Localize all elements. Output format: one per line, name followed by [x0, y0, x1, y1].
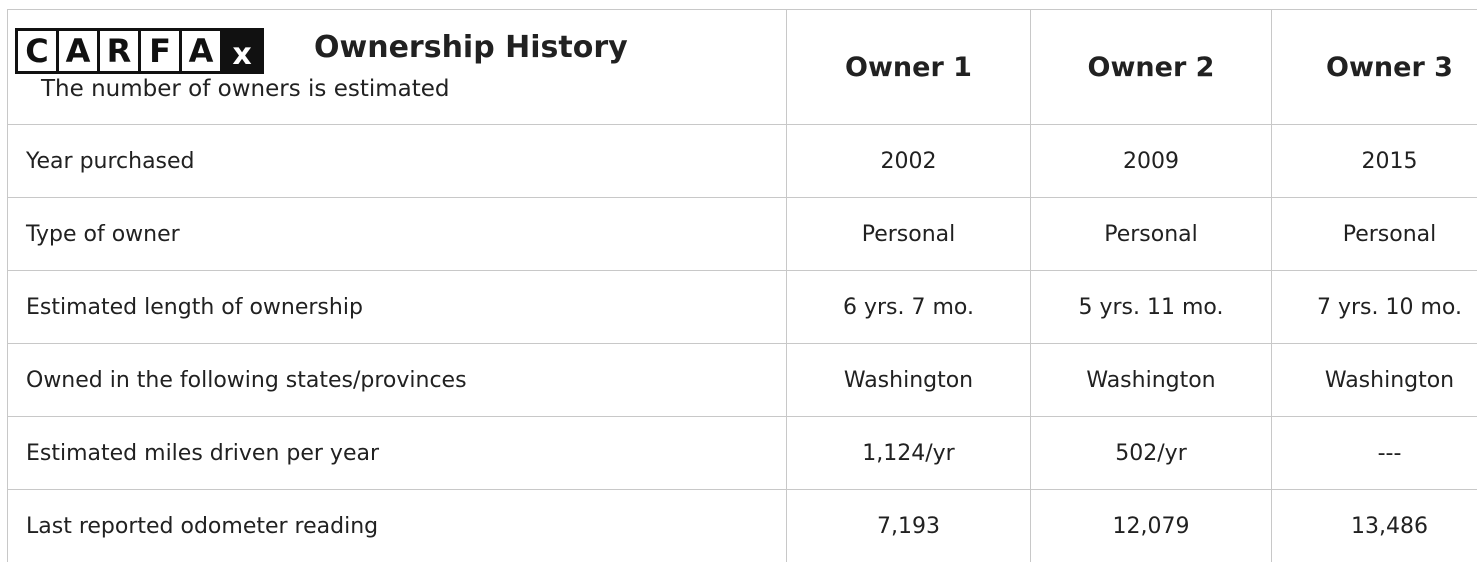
- row-label: Estimated miles driven per year: [7, 416, 787, 490]
- cell-value: 2015: [1271, 124, 1477, 198]
- cell-value: 12,079: [1030, 489, 1272, 562]
- cell-value: 7,193: [786, 489, 1031, 562]
- logo-letter: A: [59, 31, 97, 71]
- row-label: Owned in the following states/provinces: [7, 343, 787, 417]
- logo-letter: A: [182, 31, 220, 71]
- owner-header: Owner 1: [786, 9, 1031, 125]
- section-title: Ownership History: [314, 30, 628, 65]
- row-label: Last reported odometer reading: [7, 489, 787, 562]
- cell-value: Washington: [786, 343, 1031, 417]
- owner-header: Owner 3: [1271, 9, 1477, 125]
- cell-value: 6 yrs. 7 mo.: [786, 270, 1031, 344]
- table-row: Year purchased 2002 2009 2015: [7, 124, 1477, 198]
- cell-value: ---: [1271, 416, 1477, 490]
- row-label: Estimated length of ownership: [7, 270, 787, 344]
- row-label: Year purchased: [7, 124, 787, 198]
- table-row: Last reported odometer reading 7,193 12,07…: [7, 489, 1477, 562]
- table-row: Estimated miles driven per year 1,124/yr 5…: [7, 416, 1477, 490]
- logo-letter: R: [100, 31, 138, 71]
- owner-header: Owner 2: [1030, 9, 1272, 125]
- cell-value: 502/yr: [1030, 416, 1272, 490]
- section-subtitle: The number of owners is estimated: [41, 76, 450, 102]
- cell-value: 13,486: [1271, 489, 1477, 562]
- logo-letter: F: [141, 31, 179, 71]
- cell-value: Washington: [1271, 343, 1477, 417]
- table-row: Type of owner Personal Personal Personal: [7, 197, 1477, 271]
- row-label: Type of owner: [7, 197, 787, 271]
- cell-value: 1,124/yr: [786, 416, 1031, 490]
- cell-value: Washington: [1030, 343, 1272, 417]
- cell-value: 2009: [1030, 124, 1272, 198]
- cell-value: Personal: [786, 197, 1031, 271]
- table-row: Estimated length of ownership 6 yrs. 7 mo…: [7, 270, 1477, 344]
- cell-value: Personal: [1030, 197, 1272, 271]
- logo-letter: x: [223, 31, 261, 72]
- cell-value: Personal: [1271, 197, 1477, 271]
- cell-value: 7 yrs. 10 mo.: [1271, 270, 1477, 344]
- logo-letter: C: [18, 31, 56, 71]
- table-row: Owned in the following states/provinces W…: [7, 343, 1477, 417]
- cell-value: 5 yrs. 11 mo.: [1030, 270, 1272, 344]
- cell-value: 2002: [786, 124, 1031, 198]
